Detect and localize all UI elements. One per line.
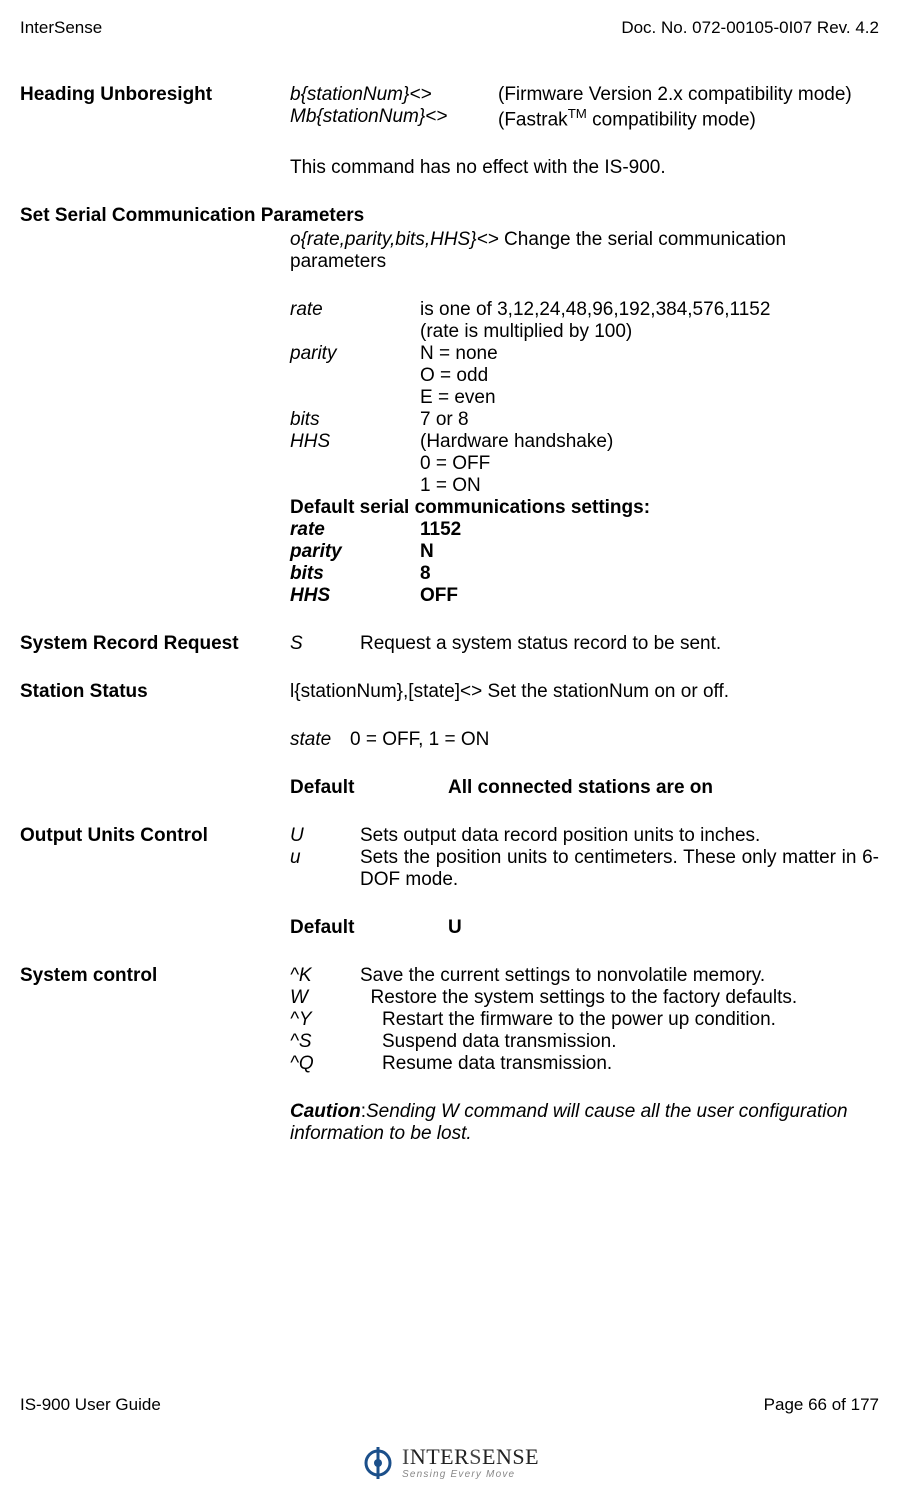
- param-value: N = none: [420, 343, 879, 365]
- cmd-desc: (Firmware Version 2.x compatibility mode…: [498, 84, 879, 106]
- section-system-record: System Record Request S Request a system…: [20, 633, 879, 655]
- intersense-logo-icon: [360, 1445, 396, 1481]
- param-key: state: [290, 729, 350, 751]
- cmd-text: S: [290, 633, 360, 655]
- section-heading-unboresight: Heading Unboresight b{stationNum}<> (Fir…: [20, 84, 879, 179]
- cmd-text: U: [290, 825, 360, 847]
- cmd-desc: Sets the position units to centimeters. …: [360, 847, 879, 891]
- cmd-text: ^S: [290, 1031, 382, 1053]
- param-key: rate: [290, 299, 420, 321]
- cmd-text: ^Y: [290, 1009, 382, 1031]
- footer-right: Page 66 of 177: [764, 1395, 879, 1415]
- cmd-text: W: [290, 987, 308, 1008]
- cmd-text: b{stationNum}<>: [290, 84, 498, 106]
- cmd-desc: Request a system status record to be sen…: [360, 633, 721, 655]
- default-key: HHS: [290, 585, 420, 607]
- param-value: (rate is multiplied by 100): [420, 321, 879, 343]
- section-title: Heading Unboresight: [20, 84, 290, 106]
- page-header: InterSense Doc. No. 072-00105-0I07 Rev. …: [20, 18, 879, 38]
- logo-tagline: Sensing Every Move: [402, 1470, 515, 1480]
- section-station-status: Station Status l{stationNum},[state]<> S…: [20, 681, 879, 799]
- section-title: Output Units Control: [20, 825, 290, 939]
- param-value: 1 = ON: [420, 475, 879, 497]
- default-key: bits: [290, 563, 420, 585]
- default-value: OFF: [420, 585, 879, 607]
- default-key: rate: [290, 519, 420, 541]
- cmd-text: ^Q: [290, 1053, 382, 1075]
- param-value: (Hardware handshake): [420, 431, 879, 453]
- param-value: O = odd: [420, 365, 879, 387]
- param-value: 7 or 8: [420, 409, 879, 431]
- default-value: 8: [420, 563, 879, 585]
- param-value: E = even: [420, 387, 879, 409]
- defaults-title: Default serial communications settings:: [290, 497, 879, 519]
- cmd-text: u: [290, 847, 360, 891]
- section-title: Set Serial Communication Parameters: [20, 205, 879, 227]
- section-system-control: System control ^K Save the current setti…: [20, 965, 879, 1145]
- default-key: parity: [290, 541, 420, 563]
- default-key: Default: [290, 917, 448, 939]
- footer-left: IS-900 User Guide: [20, 1395, 161, 1415]
- param-value: is one of 3,12,24,48,96,192,384,576,1152: [420, 299, 879, 321]
- cmd-desc: Restart the firmware to the power up con…: [382, 1009, 776, 1031]
- footer-logo: INTERSENSE Sensing Every Move: [0, 1445, 899, 1487]
- header-left: InterSense: [20, 18, 102, 38]
- page-footer: IS-900 User Guide Page 66 of 177: [20, 1395, 879, 1415]
- caution-text: Caution:Sending W command will cause all…: [290, 1101, 879, 1145]
- cmd-desc: (FastrakTM compatibility mode): [498, 106, 879, 131]
- cmd-text: o{rate,parity,bits,HHS}<>: [290, 229, 499, 250]
- cmd-text: ^K: [290, 965, 360, 987]
- section-set-serial: Set Serial Communication Parameters o{ra…: [20, 205, 879, 607]
- header-right: Doc. No. 072-00105-0I07 Rev. 4.2: [621, 18, 879, 38]
- cmd-text: Mb{stationNum}<>: [290, 106, 498, 131]
- param-key: bits: [290, 409, 420, 431]
- default-value: All connected stations are on: [448, 777, 879, 799]
- cmd-desc: Save the current settings to nonvolatile…: [360, 965, 765, 987]
- cmd-desc: Sets output data record position units t…: [360, 825, 760, 847]
- cmd-desc: Restore the system settings to the facto…: [371, 987, 798, 1008]
- cmd-text: l{stationNum},[state]<> Set the stationN…: [290, 681, 879, 703]
- param-value: 0 = OFF, 1 = ON: [350, 729, 489, 751]
- param-key: HHS: [290, 431, 420, 453]
- default-value: 1152: [420, 519, 879, 541]
- note-text: This command has no effect with the IS-9…: [290, 157, 879, 179]
- cmd-desc: Resume data transmission.: [382, 1053, 612, 1075]
- section-title: Station Status: [20, 681, 290, 799]
- section-output-units: Output Units Control U Sets output data …: [20, 825, 879, 939]
- section-title: System control: [20, 965, 290, 1145]
- default-key: Default: [290, 777, 448, 799]
- default-value: U: [448, 917, 879, 939]
- default-value: N: [420, 541, 879, 563]
- cmd-desc: Suspend data transmission.: [382, 1031, 616, 1053]
- param-value: 0 = OFF: [420, 453, 879, 475]
- section-title: System Record Request: [20, 633, 290, 655]
- param-key: parity: [290, 343, 420, 365]
- logo-name: INTERSENSE: [402, 1446, 539, 1468]
